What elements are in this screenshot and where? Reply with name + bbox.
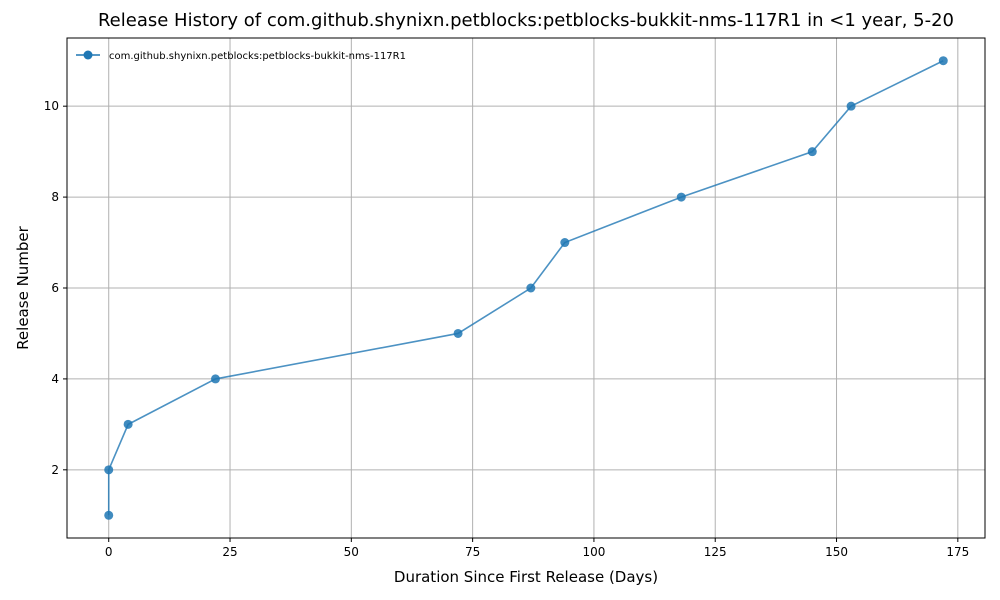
x-tick-label: 175 xyxy=(946,545,969,559)
y-tick-label: 10 xyxy=(44,99,59,113)
data-point xyxy=(453,328,463,338)
legend: com.github.shynixn.petblocks:petblocks-b… xyxy=(76,50,406,62)
y-tick-label: 4 xyxy=(51,372,59,386)
legend-label: com.github.shynixn.petblocks:petblocks-b… xyxy=(109,51,406,62)
y-axis-label: Release Number xyxy=(14,225,32,349)
chart-title: Release History of com.github.shynixn.pe… xyxy=(98,10,954,31)
x-tick-label: 100 xyxy=(582,545,605,559)
y-tick-label: 8 xyxy=(51,190,59,204)
data-point xyxy=(846,101,856,111)
legend-marker xyxy=(83,50,93,60)
data-point xyxy=(104,465,114,475)
y-tick-label: 6 xyxy=(51,281,59,295)
x-tick-label: 50 xyxy=(344,545,359,559)
series-layer xyxy=(104,56,948,520)
x-tick-label: 0 xyxy=(105,545,113,559)
x-tick-label: 75 xyxy=(465,545,480,559)
data-point xyxy=(210,374,220,384)
axis-ticks: 0 25 50 75 100 125 150 175 2 4 6 8 10 xyxy=(44,99,970,559)
data-point xyxy=(104,510,114,520)
data-point xyxy=(560,238,570,248)
x-tick-label: 125 xyxy=(704,545,727,559)
grid xyxy=(67,38,985,538)
x-axis-label: Duration Since First Release (Days) xyxy=(394,568,658,586)
x-tick-label: 25 xyxy=(222,545,237,559)
data-point xyxy=(807,147,817,157)
data-point xyxy=(676,192,686,202)
data-point xyxy=(123,419,133,429)
y-tick-label: 2 xyxy=(51,463,59,477)
data-point xyxy=(526,283,536,293)
data-point xyxy=(938,56,948,66)
x-tick-label: 150 xyxy=(825,545,848,559)
